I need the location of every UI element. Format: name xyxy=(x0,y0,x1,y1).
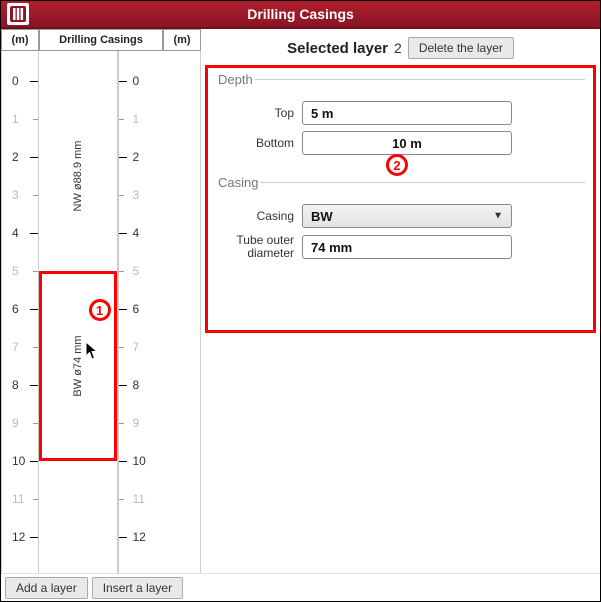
row-top: Top 5 m xyxy=(216,101,585,125)
tick-label-major: 12 xyxy=(12,530,25,544)
tick-minor xyxy=(33,499,38,500)
tick-minor xyxy=(33,347,38,348)
layer-label: NW ø88.9 mm xyxy=(72,141,84,212)
footer: Add a layer Insert a layer xyxy=(1,573,600,601)
tick-minor xyxy=(119,119,124,120)
tick-major xyxy=(30,81,38,82)
tick-major xyxy=(30,157,38,158)
tick-label-minor: 7 xyxy=(12,340,19,354)
scale-header-right: (m) xyxy=(163,29,201,51)
field-diameter[interactable]: 74 mm xyxy=(302,235,512,259)
casings-header: Drilling Casings xyxy=(39,29,163,51)
tick-minor xyxy=(119,347,124,348)
selected-layer-label: Selected layer xyxy=(287,40,388,57)
delete-layer-button[interactable]: Delete the layer xyxy=(408,37,514,59)
tick-major xyxy=(119,233,127,234)
tick-major xyxy=(30,537,38,538)
tick-minor xyxy=(33,195,38,196)
tick-label-minor: 5 xyxy=(133,264,140,278)
tick-minor xyxy=(33,423,38,424)
tick-label-minor: 3 xyxy=(133,188,140,202)
callout-1: 1 xyxy=(89,299,111,321)
tick-major xyxy=(30,461,38,462)
tick-major xyxy=(30,309,38,310)
tick-label-minor: 5 xyxy=(12,264,19,278)
body: (m) Drilling Casings (m) 024681012135791… xyxy=(1,29,600,573)
tick-minor xyxy=(33,119,38,120)
tick-label-minor: 1 xyxy=(12,112,19,126)
scale-left: 0 2 4 6 8 10 12 1 3 5 7 9 11 xyxy=(1,51,39,573)
tick-minor xyxy=(119,423,124,424)
select-casing[interactable]: BW xyxy=(302,204,512,228)
label-top: Top xyxy=(216,106,302,120)
row-diameter: Tube outer diameter 74 mm xyxy=(216,234,585,260)
left-headers: (m) Drilling Casings (m) xyxy=(1,29,201,51)
tick-label-minor: 9 xyxy=(133,416,140,430)
tick-label-major: 8 xyxy=(12,378,19,392)
tick-label-minor: 7 xyxy=(133,340,140,354)
field-bottom[interactable]: 10 m xyxy=(302,131,512,155)
tick-major xyxy=(119,157,127,158)
titlebar: Drilling Casings xyxy=(1,1,600,29)
tick-label-minor: 9 xyxy=(12,416,19,430)
scale-header-left: (m) xyxy=(1,29,39,51)
app-window: Drilling Casings (m) Drilling Casings (m… xyxy=(0,0,601,602)
tick-label-major: 12 xyxy=(133,530,146,544)
tick-minor xyxy=(119,271,124,272)
tick-label-major: 6 xyxy=(133,302,140,316)
tick-label-major: 4 xyxy=(133,226,140,240)
selected-layer-number: 2 xyxy=(394,40,402,56)
tick-major xyxy=(119,385,127,386)
left-panel: (m) Drilling Casings (m) 024681012135791… xyxy=(1,29,201,573)
tick-label-major: 0 xyxy=(12,74,19,88)
tick-label-major: 10 xyxy=(12,454,25,468)
row-bottom: Bottom 10 m xyxy=(216,131,585,155)
tick-major xyxy=(30,385,38,386)
label-bottom: Bottom xyxy=(216,136,302,150)
window-title: Drilling Casings xyxy=(1,6,600,22)
add-layer-button[interactable]: Add a layer xyxy=(5,577,88,599)
tick-label-major: 8 xyxy=(133,378,140,392)
label-casing: Casing xyxy=(216,209,302,223)
tick-minor xyxy=(119,195,124,196)
layer-label: BW ø74 mm xyxy=(72,335,84,396)
label-diameter: Tube outer diameter xyxy=(216,234,302,260)
tick-label-major: 6 xyxy=(12,302,19,316)
casing-column[interactable]: NW ø88.9 mm BW ø74 mm 1 xyxy=(39,51,118,573)
depth-legend: Depth xyxy=(216,72,255,87)
casing-legend: Casing xyxy=(216,175,260,190)
tick-minor xyxy=(119,499,124,500)
form-area: Depth Top 5 m Bottom 10 m Casing Casing … xyxy=(205,65,596,333)
tick-label-minor: 1 xyxy=(133,112,140,126)
tick-minor xyxy=(33,271,38,272)
app-icon xyxy=(7,3,29,25)
row-casing: Casing BW xyxy=(216,204,585,228)
tick-major xyxy=(119,81,127,82)
left-body: 0246810121357911 NW ø88.9 mmBW ø74 mm1 0… xyxy=(1,51,201,573)
tick-major xyxy=(119,537,127,538)
tick-major xyxy=(119,309,127,310)
layer-1[interactable]: NW ø88.9 mm xyxy=(42,81,114,271)
scale-right: 0 2 4 6 8 10 12 1 3 5 7 9 11 xyxy=(118,51,202,573)
depth-group: Depth Top 5 m Bottom 10 m xyxy=(216,72,585,161)
right-panel: Selected layer 2 Delete the layer Depth … xyxy=(201,29,600,573)
callout-2: 2 xyxy=(386,154,408,176)
insert-layer-button[interactable]: Insert a layer xyxy=(92,577,183,599)
tick-label-major: 2 xyxy=(133,150,140,164)
tick-label-major: 10 xyxy=(133,454,146,468)
tick-label-major: 0 xyxy=(133,74,140,88)
casing-group: Casing Casing BW Tube outer diameter 74 … xyxy=(216,175,585,266)
tick-major xyxy=(30,233,38,234)
field-top[interactable]: 5 m xyxy=(302,101,512,125)
tick-label-major: 4 xyxy=(12,226,19,240)
tick-major xyxy=(119,461,127,462)
tick-label-minor: 11 xyxy=(12,492,24,506)
tick-label-minor: 11 xyxy=(133,492,145,506)
tick-label-minor: 3 xyxy=(12,188,19,202)
right-header: Selected layer 2 Delete the layer xyxy=(203,29,598,65)
tick-label-major: 2 xyxy=(12,150,19,164)
